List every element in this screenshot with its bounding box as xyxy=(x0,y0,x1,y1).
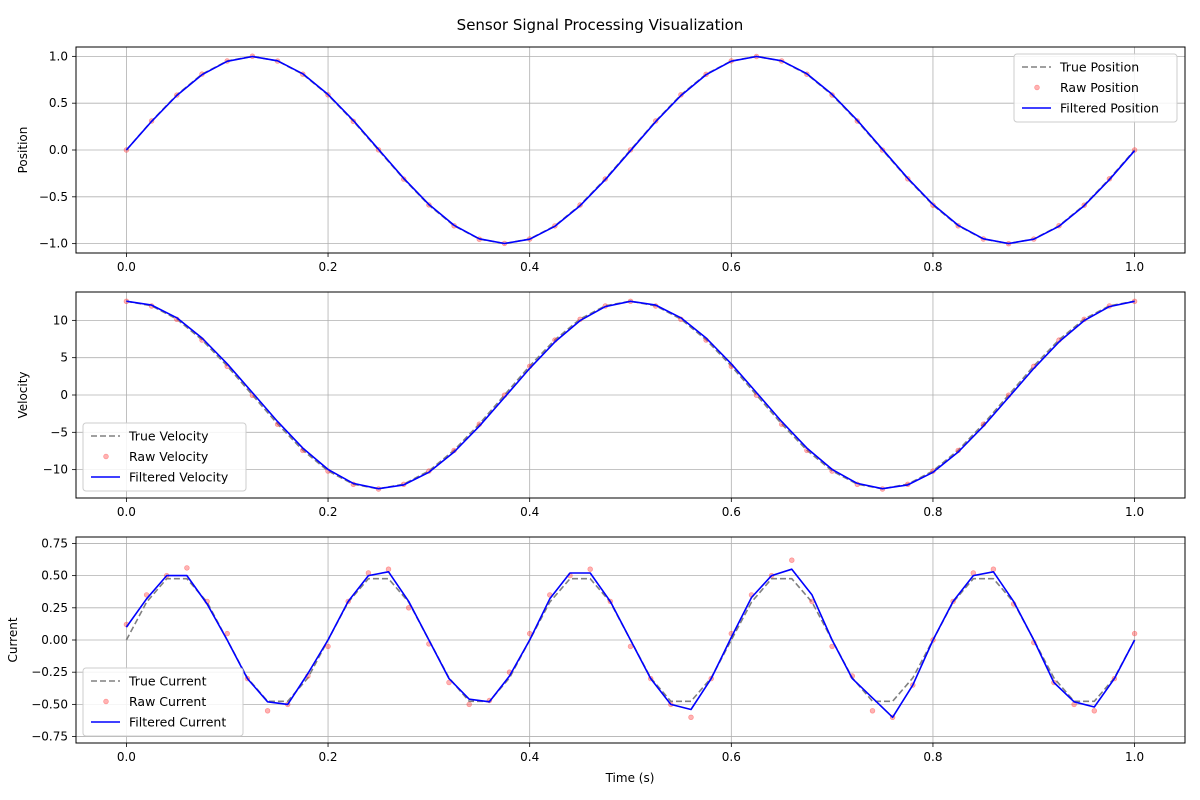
y-tick-label: 0 xyxy=(60,388,68,402)
raw-point xyxy=(386,567,391,572)
x-tick-label: 0.0 xyxy=(117,750,136,764)
raw-point xyxy=(689,715,694,720)
figure-title: Sensor Signal Processing Visualization xyxy=(457,16,744,34)
y-axis-label-2: Velocity xyxy=(16,371,30,418)
x-tick-label: 0.4 xyxy=(520,505,539,519)
legend-label: True Position xyxy=(1059,60,1139,75)
legend-marker xyxy=(104,699,109,704)
legend-label: True Current xyxy=(128,674,207,689)
raw-point xyxy=(1132,631,1137,636)
y-tick-label: 10 xyxy=(53,313,68,327)
raw-point xyxy=(789,558,794,563)
raw-point xyxy=(185,566,190,571)
legend-label: Raw Position xyxy=(1060,80,1139,95)
legend-2: True Velocity Raw Velocity Filtered Veloci… xyxy=(83,423,246,491)
legend-marker xyxy=(1035,85,1040,90)
x-tick-label: 0.8 xyxy=(923,750,942,764)
y-tick-label: −1.0 xyxy=(39,237,68,251)
x-tick-label: 0.0 xyxy=(117,260,136,274)
y-tick-label: −10 xyxy=(43,463,68,477)
x-tick-label: 1.0 xyxy=(1125,750,1144,764)
x-tick-label: 0.8 xyxy=(923,505,942,519)
legend-label: Filtered Velocity xyxy=(129,470,229,485)
y-tick-label: 0.50 xyxy=(41,569,68,583)
y-tick-label: 0.75 xyxy=(41,536,68,550)
y-tick-label: 0.5 xyxy=(49,96,68,110)
y-axis-label-3: Current xyxy=(6,617,20,662)
x-tick-label: 0.6 xyxy=(722,750,741,764)
legend-label: Filtered Current xyxy=(129,715,226,730)
raw-point xyxy=(1092,708,1097,713)
y-tick-label: −0.5 xyxy=(39,190,68,204)
x-tick-label: 0.0 xyxy=(117,505,136,519)
y-tick-label: −0.75 xyxy=(31,730,68,744)
raw-point xyxy=(467,702,472,707)
y-tick-label: 0.25 xyxy=(41,601,68,615)
y-tick-label: 5 xyxy=(60,351,68,365)
raw-point xyxy=(265,708,270,713)
legend-marker xyxy=(104,454,109,459)
x-tick-label: 0.6 xyxy=(722,260,741,274)
x-tick-label: 0.2 xyxy=(318,750,337,764)
y-tick-label: −0.50 xyxy=(31,697,68,711)
y-tick-label: 0.0 xyxy=(49,143,68,157)
y-tick-label: 0.00 xyxy=(41,633,68,647)
legend-label: True Velocity xyxy=(128,429,209,444)
legend-3: True Current Raw Current Filtered Current xyxy=(83,668,243,736)
x-tick-label: 0.2 xyxy=(318,260,337,274)
x-tick-label: 1.0 xyxy=(1125,505,1144,519)
x-tick-label: 0.2 xyxy=(318,505,337,519)
x-tick-label: 0.4 xyxy=(520,260,539,274)
x-tick-label: 0.4 xyxy=(520,750,539,764)
raw-point xyxy=(588,567,593,572)
y-tick-label: 1.0 xyxy=(49,49,68,63)
x-tick-label: 0.6 xyxy=(722,505,741,519)
raw-point xyxy=(326,644,331,649)
legend-label: Raw Velocity xyxy=(129,449,209,464)
legend-1: True Position Raw Position Filtered Positi… xyxy=(1014,54,1177,122)
legend-label: Raw Current xyxy=(129,694,206,709)
y-axis-label-1: Position xyxy=(16,127,30,174)
y-tick-label: −0.25 xyxy=(31,665,68,679)
raw-point xyxy=(991,567,996,572)
x-axis-label: Time (s) xyxy=(605,771,655,785)
x-tick-label: 1.0 xyxy=(1125,260,1144,274)
raw-point xyxy=(225,631,230,636)
y-tick-label: −5 xyxy=(50,425,68,439)
raw-point xyxy=(870,708,875,713)
legend-label: Filtered Position xyxy=(1060,101,1159,116)
x-tick-label: 0.8 xyxy=(923,260,942,274)
